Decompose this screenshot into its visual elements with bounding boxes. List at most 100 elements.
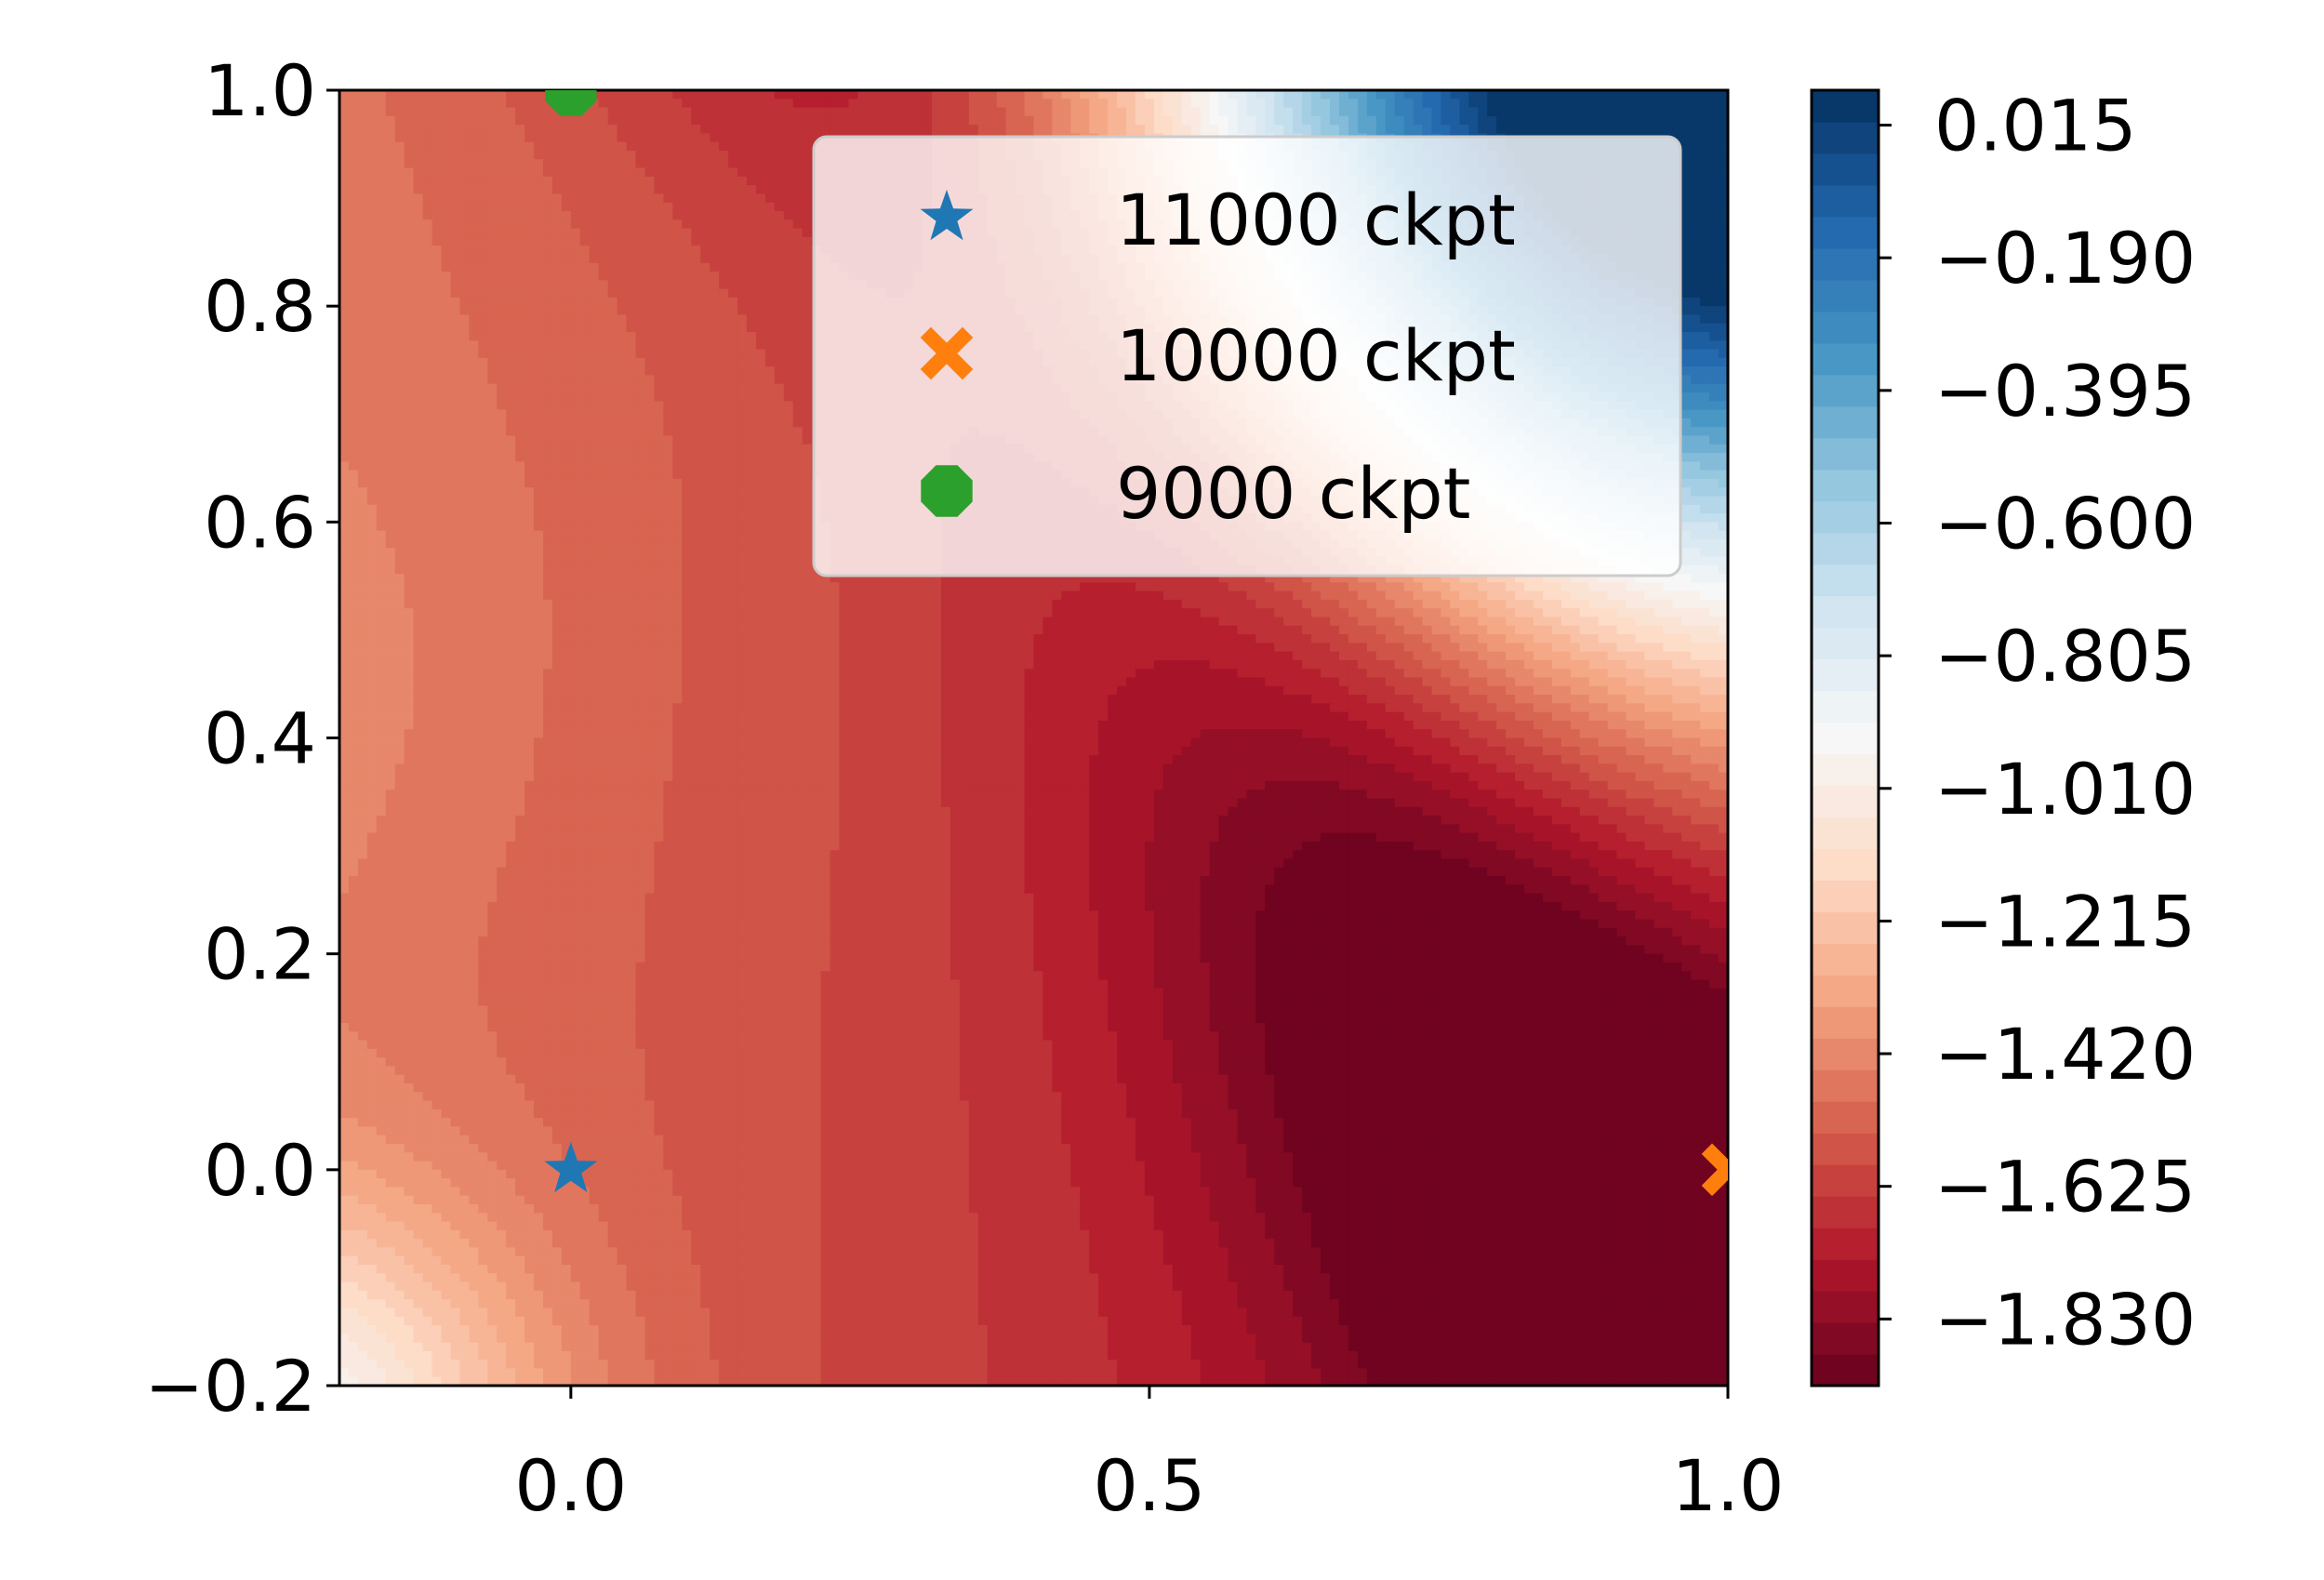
contour-cell	[857, 107, 868, 117]
contour-cell	[551, 288, 563, 299]
contour-cell	[1700, 246, 1710, 256]
contour-cell	[506, 107, 516, 117]
contour-cell	[1607, 99, 1618, 109]
contour-cell	[1681, 280, 1692, 290]
contour-cell	[561, 176, 572, 186]
contour-cell	[487, 141, 498, 152]
contour-cell	[1570, 99, 1581, 109]
contour-cell	[728, 185, 738, 195]
contour-cell	[348, 349, 359, 359]
contour-cell	[1052, 115, 1062, 126]
contour-cell	[617, 219, 628, 230]
contour-cell	[589, 375, 600, 385]
contour-cell	[394, 314, 405, 325]
contour-cell	[1681, 185, 1692, 195]
contour-cell	[1144, 90, 1155, 100]
contour-cell	[1691, 115, 1701, 126]
contour-cell	[1172, 115, 1183, 126]
contour-cell	[478, 254, 488, 264]
contour-cell	[487, 125, 498, 135]
contour-cell	[626, 125, 637, 135]
contour-cell	[719, 314, 729, 325]
contour-cell	[682, 176, 692, 186]
contour-cell	[525, 366, 535, 377]
contour-cell	[635, 236, 646, 246]
contour-cell	[497, 297, 507, 307]
contour-cell	[1681, 349, 1692, 359]
contour-cell	[561, 141, 572, 152]
contour-cell	[376, 228, 387, 238]
contour-cell	[441, 185, 452, 195]
contour-cell	[783, 297, 794, 307]
contour-cell	[487, 297, 498, 307]
contour-cell	[413, 288, 424, 299]
contour-cell	[497, 228, 507, 238]
contour-cell	[1162, 125, 1174, 135]
contour-cell	[719, 236, 729, 246]
contour-cell	[441, 366, 452, 377]
contour-cell	[404, 115, 415, 126]
contour-cell	[811, 99, 822, 109]
contour-cell	[385, 254, 396, 264]
contour-cell	[570, 211, 581, 220]
contour-cell	[459, 349, 470, 359]
contour-cell	[691, 272, 701, 281]
contour-cell	[497, 90, 507, 100]
contour-cell	[598, 99, 609, 109]
contour-cell	[551, 297, 563, 307]
contour-cell	[1719, 349, 1728, 359]
contour-cell	[339, 288, 350, 299]
contour-cell	[635, 254, 646, 264]
contour-cell	[579, 288, 591, 299]
contour-cell	[376, 297, 387, 307]
contour-cell	[422, 272, 433, 281]
contour-cell	[700, 193, 710, 204]
contour-cell	[450, 193, 460, 204]
contour-cell	[1385, 90, 1396, 100]
contour-cell	[672, 141, 683, 152]
contour-cell	[348, 375, 359, 385]
contour-cell	[561, 202, 572, 212]
contour-cell	[394, 297, 405, 307]
contour-cell	[737, 176, 748, 186]
contour-cell	[682, 211, 692, 220]
contour-cell	[1635, 125, 1646, 135]
contour-cell	[385, 219, 396, 230]
contour-cell	[478, 262, 488, 272]
contour-cell	[959, 125, 970, 135]
contour-cell	[394, 185, 405, 195]
contour-cell	[876, 125, 886, 135]
contour-cell	[1413, 115, 1424, 126]
contour-cell	[857, 115, 868, 126]
contour-cell	[1663, 99, 1673, 109]
contour-cell	[672, 340, 683, 351]
contour-cell	[366, 366, 378, 377]
contour-cell	[728, 280, 738, 290]
contour-cell	[1700, 297, 1710, 307]
contour-cell	[691, 167, 701, 178]
contour-cell	[441, 375, 452, 385]
contour-cell	[1338, 125, 1349, 135]
contour-cell	[469, 272, 479, 281]
contour-cell	[598, 193, 609, 204]
contour-cell	[348, 141, 359, 152]
contour-cell	[478, 297, 488, 307]
contour-cell	[663, 246, 673, 256]
contour-cell	[746, 236, 757, 246]
contour-cell	[783, 323, 794, 333]
contour-cell	[515, 375, 525, 385]
contour-cell	[607, 115, 618, 126]
contour-cell	[617, 236, 628, 246]
contour-cell	[940, 99, 951, 109]
contour-cell	[376, 133, 387, 143]
contour-cell	[394, 262, 405, 272]
contour-cell	[764, 280, 776, 290]
contour-cell	[1228, 107, 1239, 117]
contour-cell	[413, 246, 424, 256]
contour-cell	[904, 99, 914, 109]
contour-cell	[691, 133, 701, 143]
contour-cell	[413, 90, 424, 100]
contour-cell	[746, 115, 757, 126]
contour-cell	[506, 280, 516, 290]
contour-cell	[913, 115, 923, 126]
